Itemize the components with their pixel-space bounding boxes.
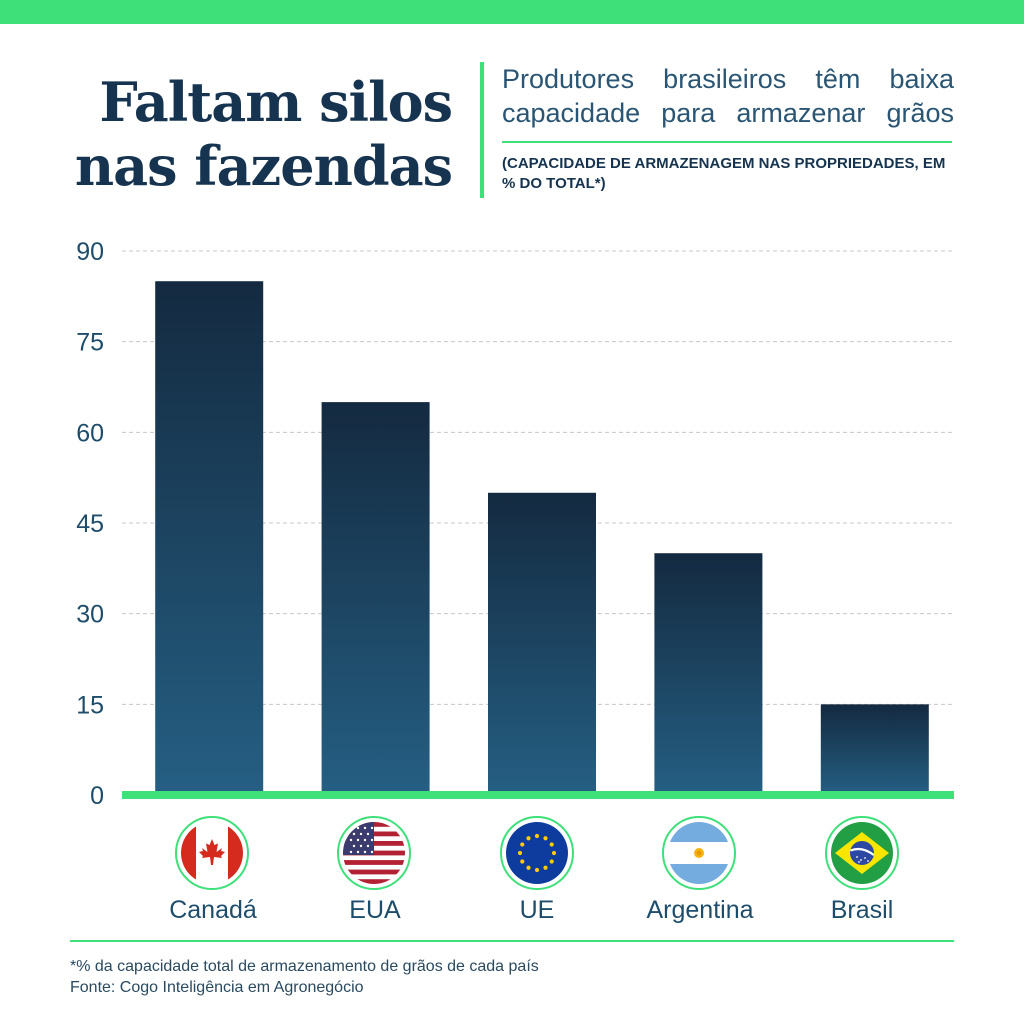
y-tick-label: 45 (76, 510, 104, 538)
canada-flag-icon (175, 816, 249, 890)
title-line-1: Faltam silos (99, 70, 453, 134)
category-label-canada: Canadá (169, 896, 257, 924)
bar-canadá (155, 281, 264, 795)
footer-divider (70, 940, 954, 942)
y-tick-label: 90 (76, 238, 104, 266)
brazil-flag-icon (825, 816, 899, 890)
top-accent-bar (0, 0, 1024, 24)
bar-chart: 0 15 30 45 60 75 90 (76, 238, 954, 810)
y-tick-label: 30 (76, 601, 104, 629)
category-label-ue: UE (519, 896, 555, 924)
y-tick-label: 0 (90, 782, 104, 810)
header-divider (480, 62, 484, 198)
y-tick-label: 75 (76, 329, 104, 357)
x-axis-baseline (122, 791, 954, 799)
title-line-2: nas fazendas (74, 134, 453, 198)
eu-flag-icon (500, 816, 574, 890)
page-title: Faltam silos nas fazendas (60, 70, 453, 198)
usa-flag-icon (337, 816, 411, 890)
category-label-argentina: Argentina (646, 896, 754, 924)
footnote: *% da capacidade total de armazenamento … (70, 958, 539, 975)
y-tick-label: 60 (76, 419, 104, 447)
bar-ue (488, 492, 596, 795)
subtitle-underline (502, 141, 952, 143)
y-tick-label: 15 (76, 691, 104, 719)
bar-argentina (654, 553, 763, 795)
source-credit: Fonte: Cogo Inteligência em Agronegócio (70, 979, 364, 996)
bar-eua (321, 402, 430, 795)
chart-note: (CAPACIDADE DE ARMAZENAGEM NAS PROPRIEDA… (502, 155, 946, 192)
subtitle: Produtores brasileiros têm baixa capacid… (502, 64, 954, 128)
bar-brasil (820, 704, 929, 795)
category-label-eua: EUA (349, 896, 401, 924)
category-label-brasil: Brasil (830, 896, 894, 924)
argentina-flag-icon (662, 816, 736, 890)
